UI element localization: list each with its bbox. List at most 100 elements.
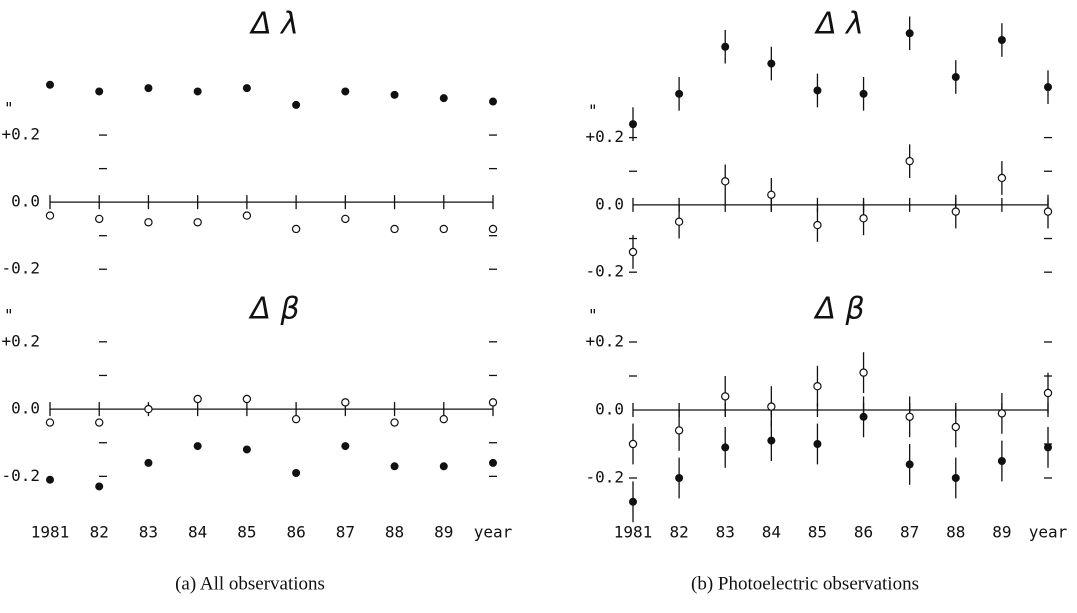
point-filled — [390, 90, 399, 99]
y-tick-label: 0.0 — [595, 400, 624, 419]
point-filled — [292, 100, 301, 109]
point-open — [951, 207, 960, 216]
panel-title: Δ β — [248, 292, 299, 327]
y-unit: " — [588, 306, 598, 325]
point-open — [997, 173, 1007, 183]
point-open — [439, 414, 448, 424]
point-filled — [859, 89, 868, 98]
point-open — [905, 156, 914, 166]
point-open — [813, 220, 822, 230]
point-filled — [767, 59, 776, 68]
point-filled — [813, 440, 822, 448]
point-open — [721, 177, 730, 186]
point-filled — [390, 462, 399, 471]
point-filled — [629, 497, 637, 506]
x-tick-label: year — [1029, 523, 1068, 542]
x-tick-label: 1981 — [614, 523, 653, 542]
x-tick-label: 89 — [434, 523, 453, 542]
point-open — [193, 394, 202, 404]
point-filled — [341, 87, 350, 96]
y-tick-label: -0.2 — [585, 262, 624, 281]
point-open — [291, 224, 301, 234]
x-tick-label: year — [474, 523, 513, 542]
panel-title: Δ β — [813, 292, 864, 327]
y-tick-label: -0.2 — [1, 259, 40, 278]
point-filled — [193, 442, 202, 451]
point-open — [390, 224, 399, 234]
point-filled — [95, 482, 104, 491]
point-open — [905, 412, 914, 421]
y-unit: " — [588, 101, 598, 120]
point-open — [1043, 388, 1053, 398]
x-tick-label: 84 — [188, 523, 207, 542]
point-filled — [193, 87, 202, 96]
point-open — [674, 217, 684, 226]
y-tick-label: 0.0 — [11, 399, 40, 418]
point-open — [674, 426, 684, 435]
point-filled — [905, 29, 914, 38]
point-open — [242, 394, 252, 404]
point-filled — [997, 457, 1006, 465]
caption: (a) All observations — [175, 573, 325, 594]
y-tick-label: 0.0 — [11, 192, 40, 211]
y-tick-label: +0.2 — [1, 125, 40, 144]
point-filled — [439, 462, 448, 471]
point-filled — [951, 474, 960, 482]
x-tick-label: 87 — [900, 523, 919, 542]
point-filled — [242, 84, 251, 93]
point-filled — [813, 86, 822, 95]
point-filled — [489, 458, 497, 467]
point-open — [242, 211, 252, 220]
point-filled — [341, 442, 350, 451]
point-filled — [767, 436, 776, 445]
point-open — [291, 414, 301, 424]
point-filled — [997, 36, 1006, 45]
point-open — [95, 418, 104, 427]
point-open — [488, 224, 498, 234]
point-filled — [95, 87, 104, 96]
point-open — [341, 398, 350, 407]
x-tick-label: 88 — [385, 523, 404, 542]
point-filled — [721, 443, 730, 452]
point-open — [859, 214, 868, 223]
point-open — [390, 418, 399, 427]
point-filled — [675, 89, 684, 98]
x-tick-label: 85 — [237, 523, 256, 542]
y-tick-label: -0.2 — [585, 468, 624, 487]
point-open — [439, 224, 448, 234]
point-open — [45, 211, 55, 220]
x-tick-label: 86 — [286, 523, 305, 542]
x-tick-label: 85 — [808, 523, 827, 542]
point-filled — [292, 469, 301, 477]
y-tick-label: +0.2 — [1, 331, 40, 350]
point-filled — [859, 412, 868, 421]
y-unit: " — [4, 99, 14, 118]
point-open — [144, 218, 153, 227]
point-filled — [951, 73, 960, 82]
point-open — [767, 190, 776, 199]
point-open — [95, 214, 104, 224]
point-open — [488, 398, 498, 407]
point-filled — [439, 94, 448, 103]
caption: (b) Photoelectric observations — [691, 573, 919, 594]
point-filled — [1044, 443, 1052, 452]
x-tick-label: 86 — [854, 523, 873, 542]
point-open — [1043, 207, 1053, 216]
point-open — [144, 404, 153, 414]
point-open — [628, 439, 638, 449]
point-open — [341, 214, 350, 224]
y-tick-label: +0.2 — [585, 332, 624, 351]
y-tick-label: -0.2 — [1, 466, 40, 485]
point-filled — [46, 475, 54, 484]
x-tick-label: 89 — [992, 523, 1011, 542]
y-tick-label: 0.0 — [595, 194, 624, 213]
point-open — [767, 402, 776, 411]
point-filled — [905, 460, 914, 469]
x-tick-label: 82 — [669, 523, 688, 542]
y-unit: " — [4, 305, 14, 324]
x-tick-label: 88 — [946, 523, 965, 542]
point-filled — [489, 97, 497, 106]
point-open — [721, 392, 730, 401]
point-filled — [242, 445, 251, 454]
